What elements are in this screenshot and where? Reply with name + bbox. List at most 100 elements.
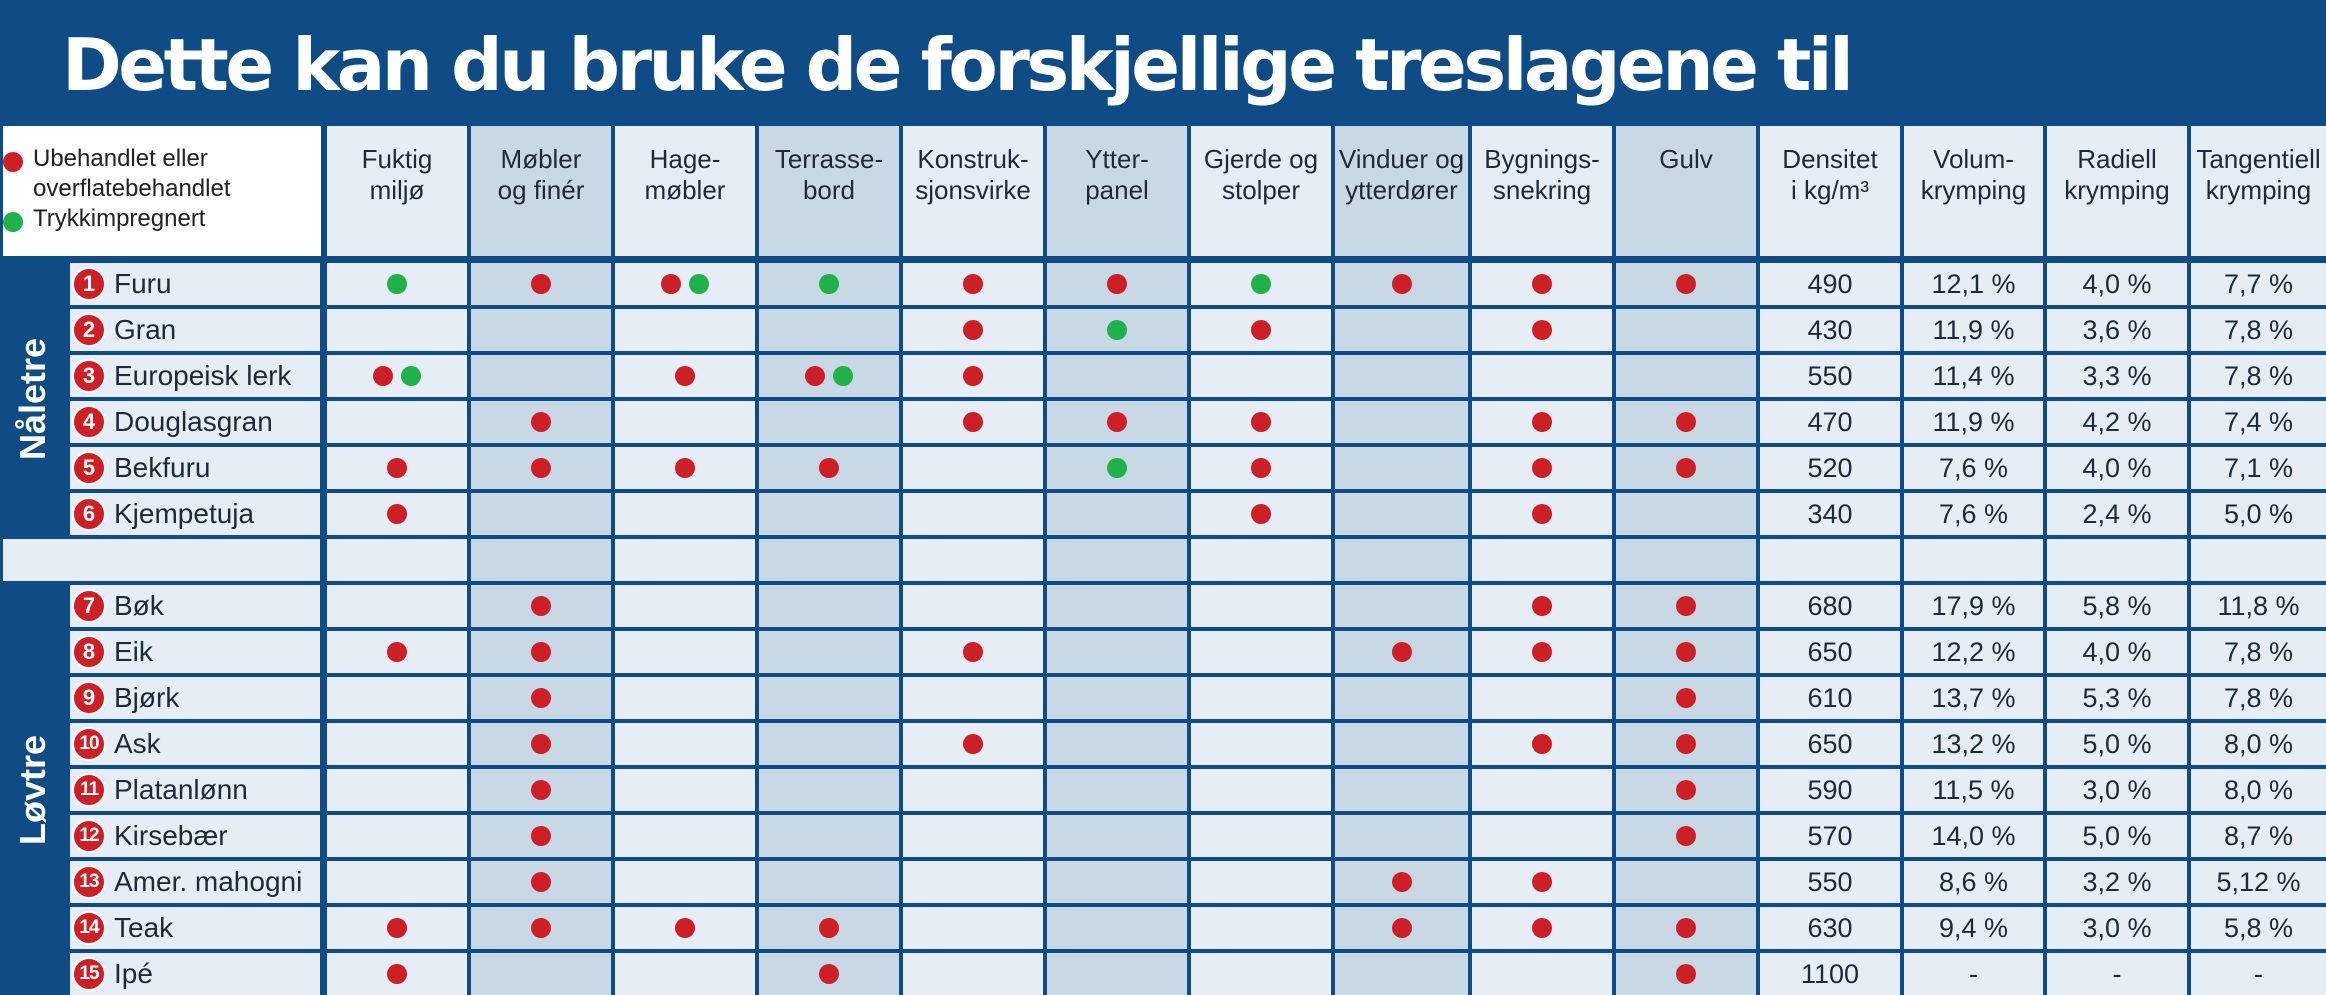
value-cell: 550 <box>1760 355 1900 397</box>
volume-value: 13,7 % <box>1931 682 2016 713</box>
use-cell <box>1191 447 1331 489</box>
use-cell <box>903 355 1043 397</box>
radial-value: 3,0 % <box>2082 912 2152 943</box>
use-cell <box>1191 953 1331 995</box>
use-cell <box>1335 401 1468 443</box>
use-cell <box>1616 493 1756 535</box>
table-row: 15 Ipé <box>70 953 320 995</box>
use-cell <box>903 861 1043 903</box>
table-row: 10 Ask <box>70 723 320 765</box>
use-cell <box>1191 723 1331 765</box>
spacer-cell <box>759 539 899 581</box>
volume-value: 11,4 % <box>1932 360 2015 391</box>
value-cell: 4,0 % <box>2047 447 2187 489</box>
use-cell <box>1047 907 1187 949</box>
value-cell: 7,6 % <box>1904 493 2043 535</box>
red-dot-icon <box>1532 458 1552 478</box>
density-value: 1100 <box>1800 958 1860 989</box>
use-cell <box>471 493 611 535</box>
row-number-badge: 3 <box>72 359 106 393</box>
tangential-value: 7,8 % <box>2223 636 2294 667</box>
use-cell <box>327 723 467 765</box>
red-dot-icon <box>819 964 839 984</box>
row-number-badge: 14 <box>72 911 106 945</box>
spacer-cell <box>2191 539 2326 581</box>
row-number-badge: 13 <box>72 865 106 899</box>
value-cell: 13,7 % <box>1904 677 2043 719</box>
volume-value: 14,0 % <box>1931 820 2016 851</box>
red-dot-icon <box>963 734 983 754</box>
use-cell <box>1191 401 1331 443</box>
tangential-value: 8,0 % <box>2223 728 2294 759</box>
red-dot-icon <box>531 780 551 800</box>
red-dot-icon <box>1532 872 1552 892</box>
use-cell <box>759 263 899 305</box>
value-cell: 14,0 % <box>1904 815 2043 857</box>
use-cell <box>903 401 1043 443</box>
use-cell <box>327 907 467 949</box>
value-cell: 590 <box>1760 769 1900 811</box>
use-cell <box>471 953 611 995</box>
use-cell <box>903 677 1043 719</box>
use-cell <box>1191 677 1331 719</box>
use-cell <box>1472 401 1612 443</box>
value-cell: 17,9 % <box>1904 585 2043 627</box>
wood-name: Ipé <box>114 958 153 989</box>
red-dot-icon <box>805 366 825 386</box>
radial-value: 5,3 % <box>2082 682 2152 713</box>
table-row: 6 Kjempetuja <box>70 493 320 535</box>
use-cell <box>615 769 755 811</box>
row-number-badge: 4 <box>72 405 106 439</box>
red-dot-icon <box>531 688 551 708</box>
use-cell <box>1616 861 1756 903</box>
use-cell <box>1616 815 1756 857</box>
use-cell <box>327 447 467 489</box>
spacer-cell <box>1191 539 1331 581</box>
column-header: Hage- møbler <box>615 126 755 256</box>
radial-value: 3,3 % <box>2082 360 2152 391</box>
radial-value: 3,6 % <box>2082 314 2152 345</box>
use-cell <box>1047 723 1187 765</box>
row-number-badge: 2 <box>72 313 106 347</box>
value-cell: 3,0 % <box>2047 769 2187 811</box>
red-dot-icon <box>1532 274 1552 294</box>
use-cell <box>903 493 1043 535</box>
red-dot-icon <box>1532 412 1552 432</box>
volume-value: 17,9 % <box>1931 590 2016 621</box>
table-row: 4 Douglasgran <box>70 401 320 443</box>
use-cell <box>1047 861 1187 903</box>
green-dot-icon <box>819 274 839 294</box>
red-dot-icon <box>1532 596 1552 616</box>
red-dot-icon <box>531 734 551 754</box>
use-cell <box>1191 631 1331 673</box>
density-value: 610 <box>1807 682 1853 713</box>
use-cell <box>471 585 611 627</box>
use-cell <box>615 355 755 397</box>
red-dot-icon <box>1676 688 1696 708</box>
green-dot-icon <box>833 366 853 386</box>
use-cell <box>1335 309 1468 351</box>
red-dot-icon <box>531 412 551 432</box>
value-cell: 8,0 % <box>2191 769 2326 811</box>
density-value: 490 <box>1807 268 1853 299</box>
row-number-badge: 1 <box>72 267 106 301</box>
use-cell <box>1047 585 1187 627</box>
use-cell <box>1616 907 1756 949</box>
use-cell <box>471 631 611 673</box>
wood-name: Kjempetuja <box>114 498 255 529</box>
value-cell: 11,8 % <box>2191 585 2326 627</box>
use-cell <box>1047 263 1187 305</box>
use-cell <box>1191 861 1331 903</box>
legend-untreated-label: Ubehandlet eller overflatebehandlet <box>33 145 231 202</box>
legend: Ubehandlet eller overflatebehandlet Tryk… <box>3 126 321 256</box>
wood-name: Amer. mahogni <box>114 866 303 897</box>
wood-name: Eik <box>114 636 153 667</box>
use-cell <box>1472 585 1612 627</box>
value-cell: 12,1 % <box>1904 263 2043 305</box>
use-cell <box>1335 447 1468 489</box>
value-cell: 2,4 % <box>2047 493 2187 535</box>
red-dot-icon <box>1532 642 1552 662</box>
spacer-cell <box>471 539 611 581</box>
legend-impregnated: Trykkimpregnert <box>3 204 205 234</box>
use-cell <box>759 309 899 351</box>
